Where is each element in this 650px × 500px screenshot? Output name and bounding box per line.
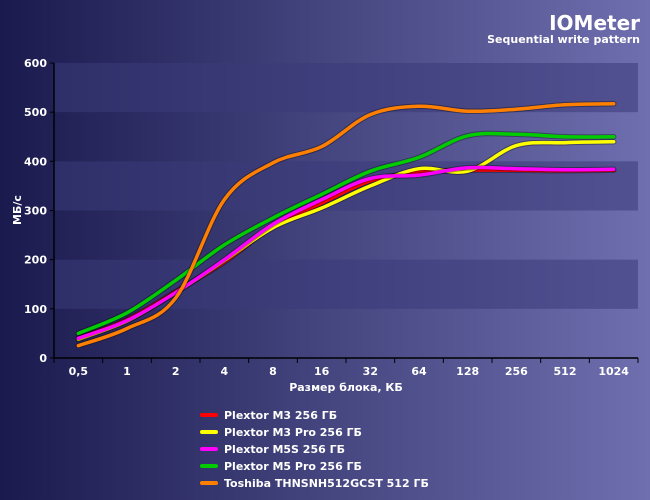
x-tick-label: 128 [456, 365, 479, 378]
x-tick-label: 32 [363, 365, 378, 378]
x-tick-label: 1024 [598, 365, 629, 378]
legend: Plextor M3 256 ГБ Plextor M3 Pro 256 ГБ Pl… [200, 409, 429, 490]
x-axis-label: Размер блока, КБ [289, 381, 403, 394]
legend-label-3: Plextor M5 Pro 256 ГБ [224, 460, 362, 473]
legend-label-2: Plextor M5S 256 ГБ [224, 443, 345, 456]
series-lines [75, 101, 617, 349]
x-tick-label: 8 [269, 365, 277, 378]
y-tick-label: 300 [24, 205, 47, 218]
x-tick-label: 2 [172, 365, 180, 378]
x-tick-label: 0,5 [69, 365, 89, 378]
x-tick-label: 1 [123, 365, 131, 378]
chart-subtitle: Sequential write pattern [487, 33, 640, 46]
series-line-4 [76, 102, 616, 348]
x-tick-label: 64 [411, 365, 427, 378]
legend-label-1: Plextor M3 Pro 256 ГБ [224, 426, 362, 439]
x-tick-label: 4 [221, 365, 229, 378]
x-tick-label: 256 [505, 365, 528, 378]
y-tick-label: 600 [24, 57, 47, 70]
series-line-2 [76, 165, 616, 341]
y-tick-label: 400 [24, 155, 47, 168]
legend-label-0: Plextor M3 256 ГБ [224, 409, 337, 422]
plot-band [54, 259, 638, 309]
plot-bands [54, 63, 638, 309]
y-tick-label: 0 [39, 352, 47, 365]
x-tick-label: 512 [554, 365, 577, 378]
y-tick-label: 100 [24, 303, 47, 316]
chart-title: IOMeter [549, 11, 640, 35]
plot-band [54, 63, 638, 113]
y-tick-label: 500 [24, 106, 47, 119]
axes: 0 100 200 300 400 500 600 0,5 1 2 4 8 16 32 64 128 256 51… [24, 57, 639, 378]
x-tick-label: 16 [314, 365, 330, 378]
y-tick-label: 200 [24, 254, 47, 267]
series-line-3 [76, 131, 616, 336]
y-axis-label: МБ/с [11, 195, 24, 225]
legend-label-4: Toshiba THNSNH512GCST 512 ГБ [224, 477, 429, 490]
